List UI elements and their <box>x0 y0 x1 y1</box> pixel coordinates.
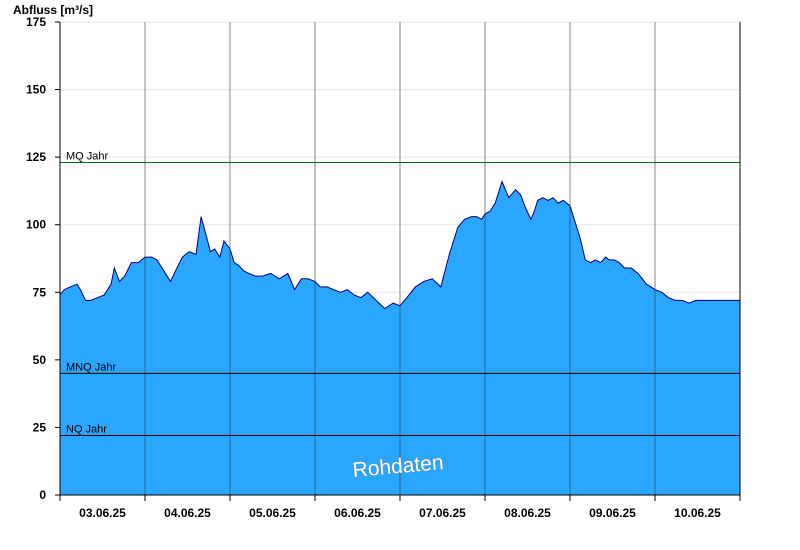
y-tick-label: 75 <box>33 285 47 299</box>
day-dividers <box>144 22 656 495</box>
y-axis-label: Abfluss [m³/s] <box>13 3 93 17</box>
axes: 0 25 50 75 100 125 150 175 03.06.25 04.06.25 05.06… <box>26 15 741 520</box>
x-tick-label: 08.06.25 <box>504 506 551 520</box>
x-tick-label: 09.06.25 <box>589 506 636 520</box>
y-tick-label: 0 <box>39 488 46 502</box>
y-tick-label: 125 <box>26 150 46 164</box>
x-tick-label: 06.06.25 <box>334 506 381 520</box>
reference-line-label: MNQ Jahr <box>66 361 116 373</box>
x-tick-label: 03.06.25 <box>79 506 126 520</box>
reference-line-label: NQ Jahr <box>66 424 107 436</box>
y-tick-label: 150 <box>26 83 46 97</box>
reference-line-label: MQ Jahr <box>66 151 109 163</box>
y-tick-label: 25 <box>33 420 47 434</box>
x-tick-label: 07.06.25 <box>419 506 466 520</box>
y-tick-label: 50 <box>33 353 47 367</box>
x-tick-label: 05.06.25 <box>249 506 296 520</box>
x-tick-label: 04.06.25 <box>164 506 211 520</box>
y-tick-label: 100 <box>26 218 46 232</box>
x-tick-label: 10.06.25 <box>674 506 721 520</box>
reference-lines: MQ Jahr MNQ Jahr NQ Jahr <box>60 151 740 437</box>
discharge-line <box>59 180 740 310</box>
y-tick-label: 175 <box>26 15 46 29</box>
